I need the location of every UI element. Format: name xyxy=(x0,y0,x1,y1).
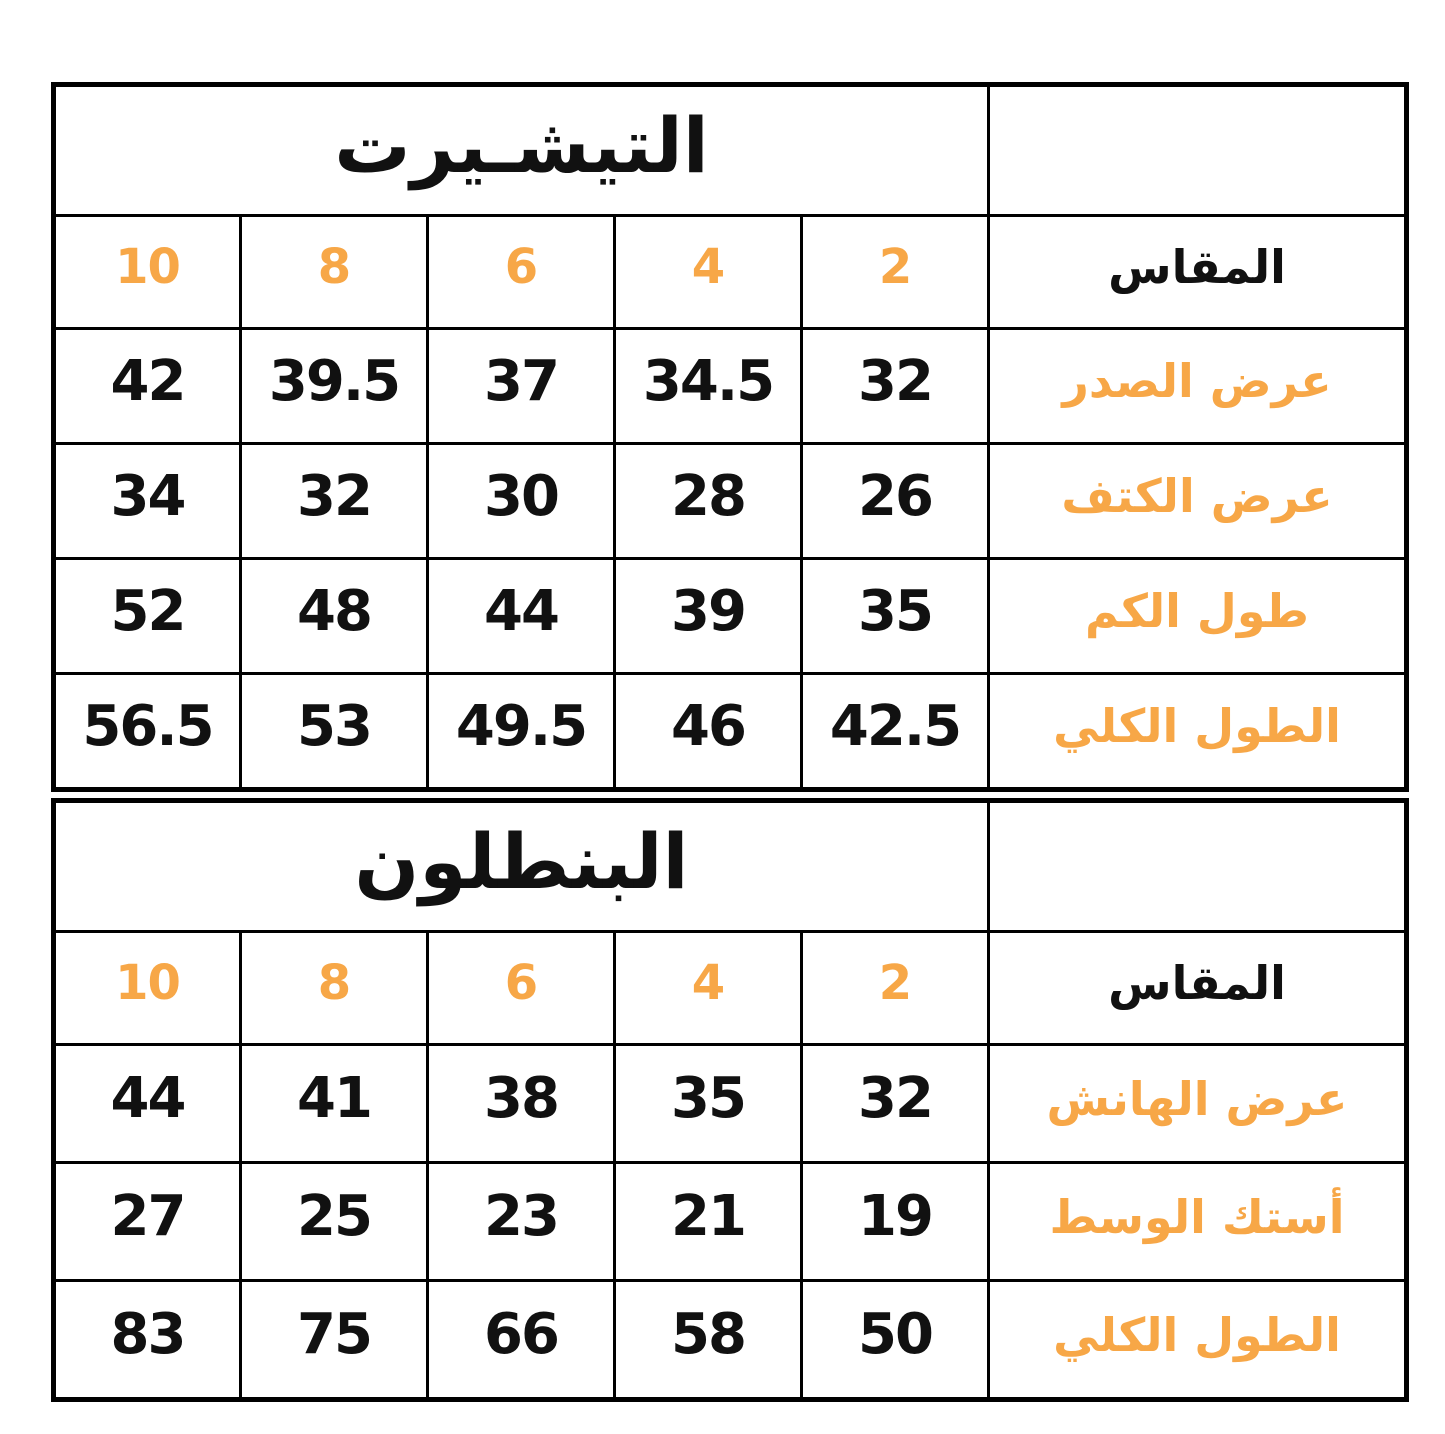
pants-table-row-0: 44 41 38 35 32 عرض الهانش xyxy=(52,1043,1409,1164)
pants-row-label: أستك الوسط xyxy=(987,1161,1409,1282)
tshirt-value-cell: 39.5 xyxy=(239,327,429,445)
tshirt-value-cell: 26 xyxy=(799,442,991,560)
pants-value-cell: 83 xyxy=(52,1279,242,1401)
tshirt-corner-cell xyxy=(987,83,1409,217)
tshirt-table-title: التيشـيرت xyxy=(51,83,991,217)
pants-table-row-2: 83 75 66 58 50 الطول الكلي xyxy=(52,1279,1409,1401)
tshirt-size-table-body: التيشـيرت 10 8 6 4 2 المقاس 42 39.5 37 34.5 32 عرض ا… xyxy=(51,83,1409,791)
tshirt-size-col-header: 4 xyxy=(613,214,803,330)
tshirt-size-header-row: 10 8 6 4 2 المقاس xyxy=(52,214,1409,330)
tshirt-size-col-header: 10 xyxy=(52,214,242,330)
tshirt-table-row-0: 42 39.5 37 34.5 32 عرض الصدر xyxy=(52,327,1409,445)
pants-value-cell: 23 xyxy=(426,1161,616,1282)
tshirt-value-cell: 46 xyxy=(613,672,803,791)
pants-table-row-1: 27 25 23 21 19 أستك الوسط xyxy=(52,1161,1409,1282)
tshirt-table-row-1: 34 32 30 28 26 عرض الكتف xyxy=(52,442,1409,560)
tshirt-measure-header: المقاس xyxy=(987,214,1409,330)
tshirt-row-label: عرض الصدر xyxy=(987,327,1409,445)
pants-row-label: عرض الهانش xyxy=(987,1043,1409,1164)
tshirt-size-col-header: 6 xyxy=(426,214,616,330)
tshirt-value-cell: 52 xyxy=(52,557,242,675)
tshirt-row-label: الطول الكلي xyxy=(987,672,1409,791)
pants-title-row: البنطلون xyxy=(51,799,1409,933)
tshirt-size-col-header: 8 xyxy=(239,214,429,330)
tshirt-value-cell: 34 xyxy=(52,442,242,560)
pants-measure-header: المقاس xyxy=(987,930,1409,1046)
tshirt-table-row-3: 56.5 53 49.5 46 42.5 الطول الكلي xyxy=(52,672,1409,791)
pants-size-col-header: 8 xyxy=(239,930,429,1046)
pants-size-col-header: 6 xyxy=(426,930,616,1046)
pants-value-cell: 50 xyxy=(799,1279,991,1401)
pants-size-header-row: 10 8 6 4 2 المقاس xyxy=(52,930,1409,1046)
tshirt-value-cell: 34.5 xyxy=(613,327,803,445)
tshirt-value-cell: 42 xyxy=(52,327,242,445)
pants-value-cell: 19 xyxy=(799,1161,991,1282)
pants-row-label: الطول الكلي xyxy=(987,1279,1409,1401)
tshirt-title-row: التيشـيرت xyxy=(51,83,1409,217)
tshirt-value-cell: 49.5 xyxy=(426,672,616,791)
tshirt-value-cell: 56.5 xyxy=(52,672,242,791)
pants-size-col-header: 10 xyxy=(52,930,242,1046)
tshirt-value-cell: 35 xyxy=(799,557,991,675)
pants-value-cell: 41 xyxy=(239,1043,429,1164)
pants-size-table-body: البنطلون 10 8 6 4 2 المقاس 44 41 38 35 32 عرض الهانش… xyxy=(51,799,1409,1401)
pants-size-table: البنطلون 10 8 6 4 2 المقاس 44 41 38 35 32 عرض الهانش… xyxy=(51,798,1410,1402)
pants-value-cell: 21 xyxy=(613,1161,803,1282)
tshirt-size-table: التيشـيرت 10 8 6 4 2 المقاس 42 39.5 37 34.5 32 عرض ا… xyxy=(51,82,1410,792)
tshirt-table-row-2: 52 48 44 39 35 طول الكم xyxy=(52,557,1409,675)
pants-value-cell: 58 xyxy=(613,1279,803,1401)
tshirt-value-cell: 44 xyxy=(426,557,616,675)
pants-value-cell: 35 xyxy=(613,1043,803,1164)
pants-value-cell: 27 xyxy=(52,1161,242,1282)
pants-corner-cell xyxy=(987,799,1409,933)
tshirt-value-cell: 30 xyxy=(426,442,616,560)
tshirt-size-col-header: 2 xyxy=(799,214,991,330)
pants-size-col-header: 4 xyxy=(613,930,803,1046)
pants-value-cell: 44 xyxy=(52,1043,242,1164)
pants-value-cell: 38 xyxy=(426,1043,616,1164)
tshirt-value-cell: 28 xyxy=(613,442,803,560)
pants-value-cell: 25 xyxy=(239,1161,429,1282)
pants-table-title: البنطلون xyxy=(51,799,991,933)
tshirt-value-cell: 39 xyxy=(613,557,803,675)
tshirt-value-cell: 37 xyxy=(426,327,616,445)
pants-size-col-header: 2 xyxy=(799,930,991,1046)
tshirt-value-cell: 53 xyxy=(239,672,429,791)
pants-value-cell: 32 xyxy=(799,1043,991,1164)
tshirt-value-cell: 48 xyxy=(239,557,429,675)
tshirt-value-cell: 42.5 xyxy=(799,672,991,791)
tshirt-row-label: طول الكم xyxy=(987,557,1409,675)
tshirt-row-label: عرض الكتف xyxy=(987,442,1409,560)
pants-value-cell: 66 xyxy=(426,1279,616,1401)
pants-value-cell: 75 xyxy=(239,1279,429,1401)
tshirt-value-cell: 32 xyxy=(799,327,991,445)
tshirt-value-cell: 32 xyxy=(239,442,429,560)
